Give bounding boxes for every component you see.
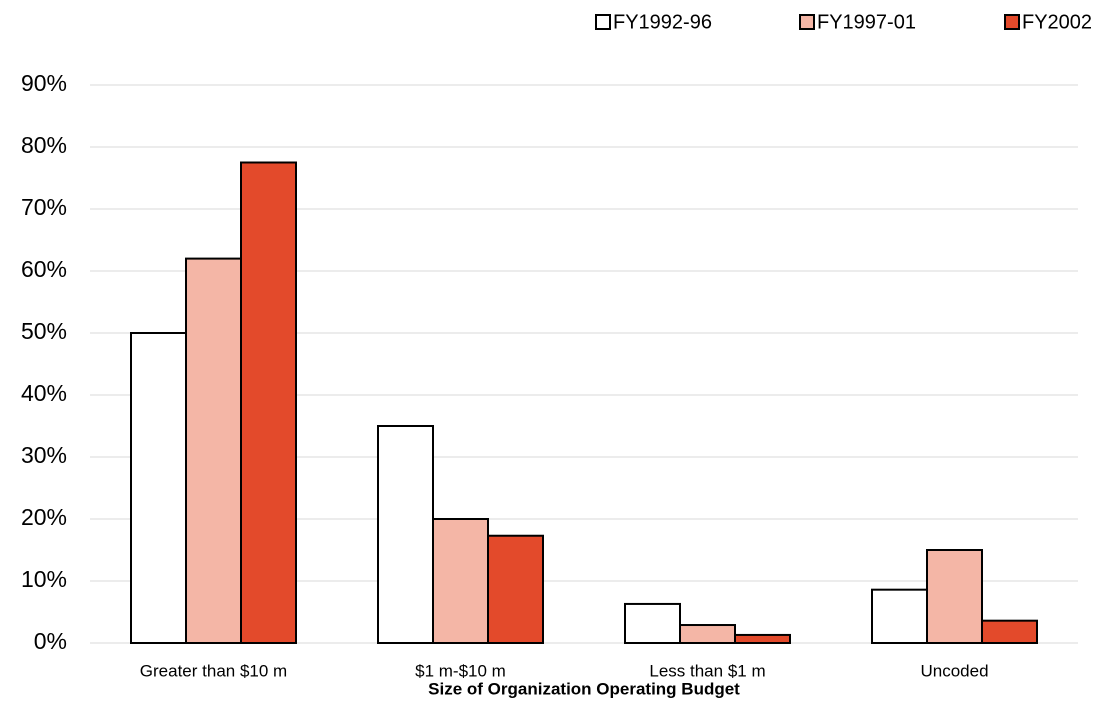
legend-swatch [595,14,611,30]
y-tick-label: 0% [34,628,67,654]
bar [981,619,1038,644]
x-tick-label: Greater than $10 m [140,661,287,680]
x-tick-label: Uncoded [920,661,988,680]
x-tick-label: Less than $1 m [649,661,765,680]
y-tick-label: 40% [21,380,67,406]
bar [240,161,297,644]
y-tick-label: 60% [21,256,67,282]
bar [871,588,928,644]
bar [130,332,187,644]
legend-label: FY2002 [1022,11,1092,33]
y-tick-label: 20% [21,504,67,530]
bar [432,518,489,644]
y-tick-label: 90% [21,70,67,96]
y-tick-label: 70% [21,194,67,220]
y-tick-label: 80% [21,132,67,158]
bar [377,425,434,644]
y-tick-label: 50% [21,318,67,344]
bar [185,257,242,644]
y-tick-label: 30% [21,442,67,468]
bar [624,602,681,645]
legend-swatch [1004,14,1020,30]
bar [487,534,544,644]
bar [926,549,983,644]
x-axis-title: Size of Organization Operating Budget [428,679,740,698]
legend-label: FY1992-96 [613,11,712,33]
bar [734,633,791,645]
bar [679,624,736,645]
legend-label: FY1997-01 [817,11,916,33]
legend-swatch [799,14,815,30]
y-tick-label: 10% [21,566,67,592]
x-tick-label: $1 m-$10 m [415,661,506,680]
